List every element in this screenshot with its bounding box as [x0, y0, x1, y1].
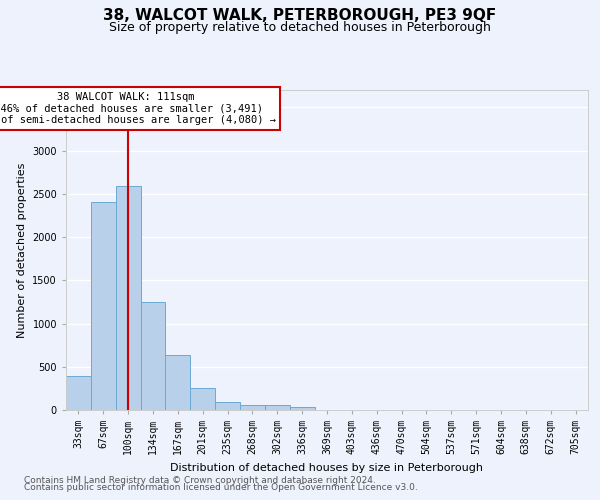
- Bar: [290, 406, 314, 410]
- Text: Size of property relative to detached houses in Peterborough: Size of property relative to detached ho…: [109, 21, 491, 34]
- Text: 38 WALCOT WALK: 111sqm
← 46% of detached houses are smaller (3,491)
53% of semi-: 38 WALCOT WALK: 111sqm ← 46% of detached…: [0, 92, 275, 125]
- Y-axis label: Number of detached properties: Number of detached properties: [17, 162, 26, 338]
- Bar: [265, 405, 290, 410]
- Bar: [116, 186, 140, 410]
- X-axis label: Distribution of detached houses by size in Peterborough: Distribution of detached houses by size …: [170, 462, 484, 472]
- Bar: [140, 302, 166, 410]
- Bar: [190, 388, 215, 410]
- Bar: [166, 354, 190, 410]
- Bar: [215, 402, 240, 410]
- Bar: [240, 405, 265, 410]
- Text: Contains public sector information licensed under the Open Government Licence v3: Contains public sector information licen…: [24, 484, 418, 492]
- Text: Contains HM Land Registry data © Crown copyright and database right 2024.: Contains HM Land Registry data © Crown c…: [24, 476, 376, 485]
- Bar: [66, 376, 91, 410]
- Text: 38, WALCOT WALK, PETERBOROUGH, PE3 9QF: 38, WALCOT WALK, PETERBOROUGH, PE3 9QF: [103, 8, 497, 22]
- Bar: [91, 202, 116, 410]
